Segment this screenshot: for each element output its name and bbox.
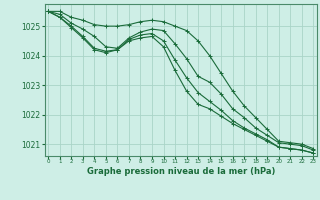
X-axis label: Graphe pression niveau de la mer (hPa): Graphe pression niveau de la mer (hPa) <box>87 167 275 176</box>
